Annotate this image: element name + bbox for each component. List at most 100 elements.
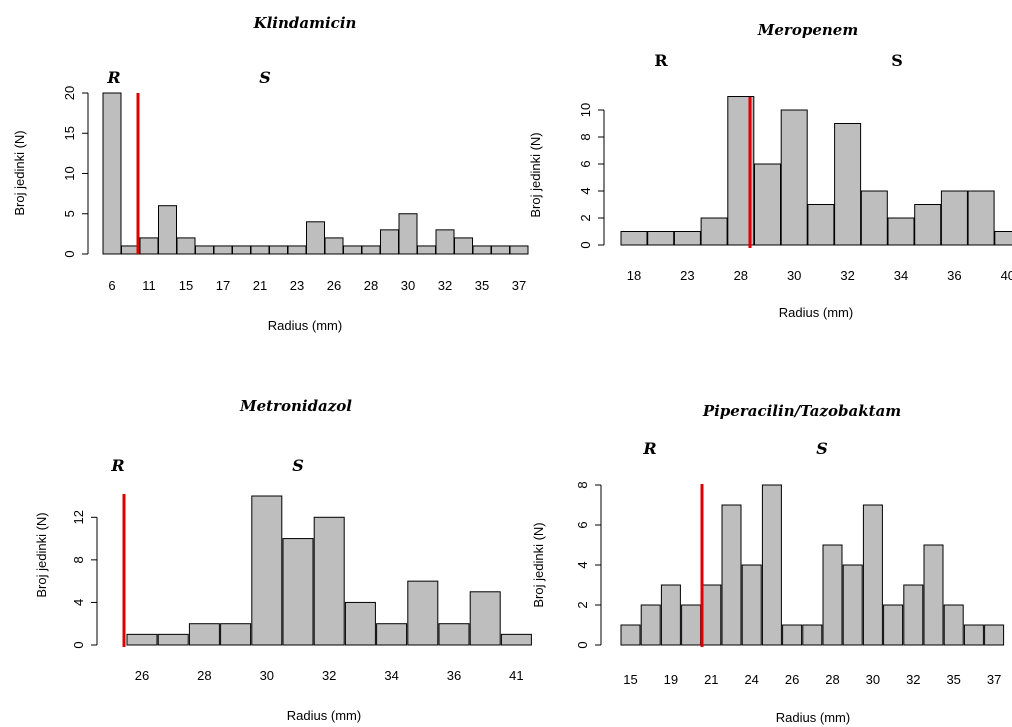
y-axis-label: Broj jedinki (N) — [34, 512, 49, 597]
bar — [701, 584, 722, 646]
y-tick-label: 4 — [575, 561, 590, 568]
x-tick-label: 6 — [108, 278, 115, 293]
x-tick-label: 23 — [680, 268, 694, 283]
bar — [620, 624, 641, 646]
bar — [943, 604, 964, 646]
x-axis-label: Radius (mm) — [287, 708, 361, 723]
region-label-resistant: R — [110, 456, 124, 475]
panel-klindamicin: Klindamicin R S 6 11 15 17 21 23 26 28 30 32 35 37 0 5 10… — [12, 14, 529, 333]
bar — [887, 217, 915, 246]
y-tick-label: 8 — [71, 556, 86, 563]
bar — [380, 229, 399, 255]
x-tick-label: 41 — [509, 668, 523, 683]
bar — [361, 245, 381, 255]
x-tick-label: 23 — [290, 278, 304, 293]
x-tick-label: 32 — [438, 278, 452, 293]
bar — [176, 237, 196, 255]
x-tick-label: 32 — [906, 672, 920, 687]
bar — [802, 624, 823, 646]
chart-title: Metronidazol — [239, 397, 352, 415]
x-tick-label: 11 — [142, 278, 156, 293]
bar — [343, 245, 362, 255]
bar — [984, 624, 1005, 646]
bar — [306, 221, 325, 255]
bar — [250, 245, 270, 255]
chart-title: Piperacilin/Tazobaktam — [702, 402, 901, 420]
bar — [472, 245, 492, 255]
x-tick-label: 28 — [364, 278, 378, 293]
y-axis-label: Broj jedinki (N) — [528, 132, 543, 217]
y-axis-label: Broj jedinki (N) — [12, 130, 27, 215]
bar — [491, 245, 510, 255]
bar — [700, 217, 728, 246]
chart-title: Klindamicin — [253, 14, 357, 32]
x-tick-label: 18 — [627, 268, 641, 283]
bar — [860, 190, 888, 246]
bar — [923, 544, 944, 646]
bar — [509, 245, 529, 255]
x-tick-label: 24 — [744, 672, 758, 687]
bar — [398, 213, 418, 255]
x-axis-label: Radius (mm) — [268, 318, 342, 333]
bar — [139, 237, 159, 255]
y-tick-label: 10 — [62, 166, 77, 180]
bar — [994, 231, 1012, 246]
chart-title: Meropenem — [757, 21, 858, 39]
bar — [500, 633, 532, 646]
bar — [287, 245, 307, 255]
x-tick-label: 32 — [840, 268, 854, 283]
bar — [324, 237, 344, 255]
bar — [807, 204, 835, 246]
x-tick-label: 30 — [866, 672, 880, 687]
x-tick-label: 40 — [1001, 268, 1012, 283]
region-label-susceptible: S — [292, 456, 304, 475]
x-tick-label: 34 — [894, 268, 908, 283]
bar — [883, 604, 904, 646]
region-label-susceptible: S — [259, 68, 271, 87]
bar — [741, 564, 762, 646]
x-tick-label: 26 — [135, 668, 149, 683]
bar — [681, 604, 702, 646]
y-tick-label: 8 — [578, 133, 593, 140]
x-tick-label: 17 — [216, 278, 230, 293]
y-tick-label: 5 — [62, 210, 77, 217]
bar — [754, 163, 781, 246]
x-axis-label: Radius (mm) — [776, 710, 850, 725]
bar — [407, 580, 439, 646]
y-axis-label: Broj jedinki (N) — [531, 522, 546, 607]
bar — [842, 564, 863, 646]
x-tick-label: 26 — [785, 672, 799, 687]
y-tick-label: 8 — [575, 481, 590, 488]
bar — [438, 623, 470, 646]
bar — [862, 504, 883, 646]
bar — [967, 190, 995, 246]
bar — [660, 584, 681, 646]
x-tick-label: 30 — [401, 278, 415, 293]
region-label-susceptible: S — [891, 51, 903, 70]
y-tick-label: 20 — [62, 86, 77, 100]
x-tick-label: 28 — [197, 668, 211, 683]
bar — [344, 601, 376, 646]
bar — [188, 623, 220, 646]
y-tick-label: 10 — [578, 103, 593, 117]
bar — [102, 92, 122, 255]
bar — [782, 624, 803, 646]
bar — [761, 484, 782, 646]
x-tick-label: 28 — [734, 268, 748, 283]
x-tick-label: 36 — [447, 668, 461, 683]
bar — [822, 544, 843, 646]
y-tick-label: 12 — [71, 510, 86, 524]
bar — [834, 123, 862, 246]
bar — [914, 204, 942, 246]
bar — [376, 623, 408, 646]
bar — [313, 516, 345, 646]
y-tick-label: 2 — [575, 601, 590, 608]
bar — [940, 190, 968, 246]
x-tick-label: 35 — [946, 672, 960, 687]
x-tick-label: 30 — [787, 268, 801, 283]
bar — [620, 231, 648, 246]
bar — [640, 604, 661, 646]
x-tick-label: 37 — [987, 672, 1001, 687]
region-label-resistant: R — [642, 439, 656, 458]
bar — [963, 624, 984, 646]
